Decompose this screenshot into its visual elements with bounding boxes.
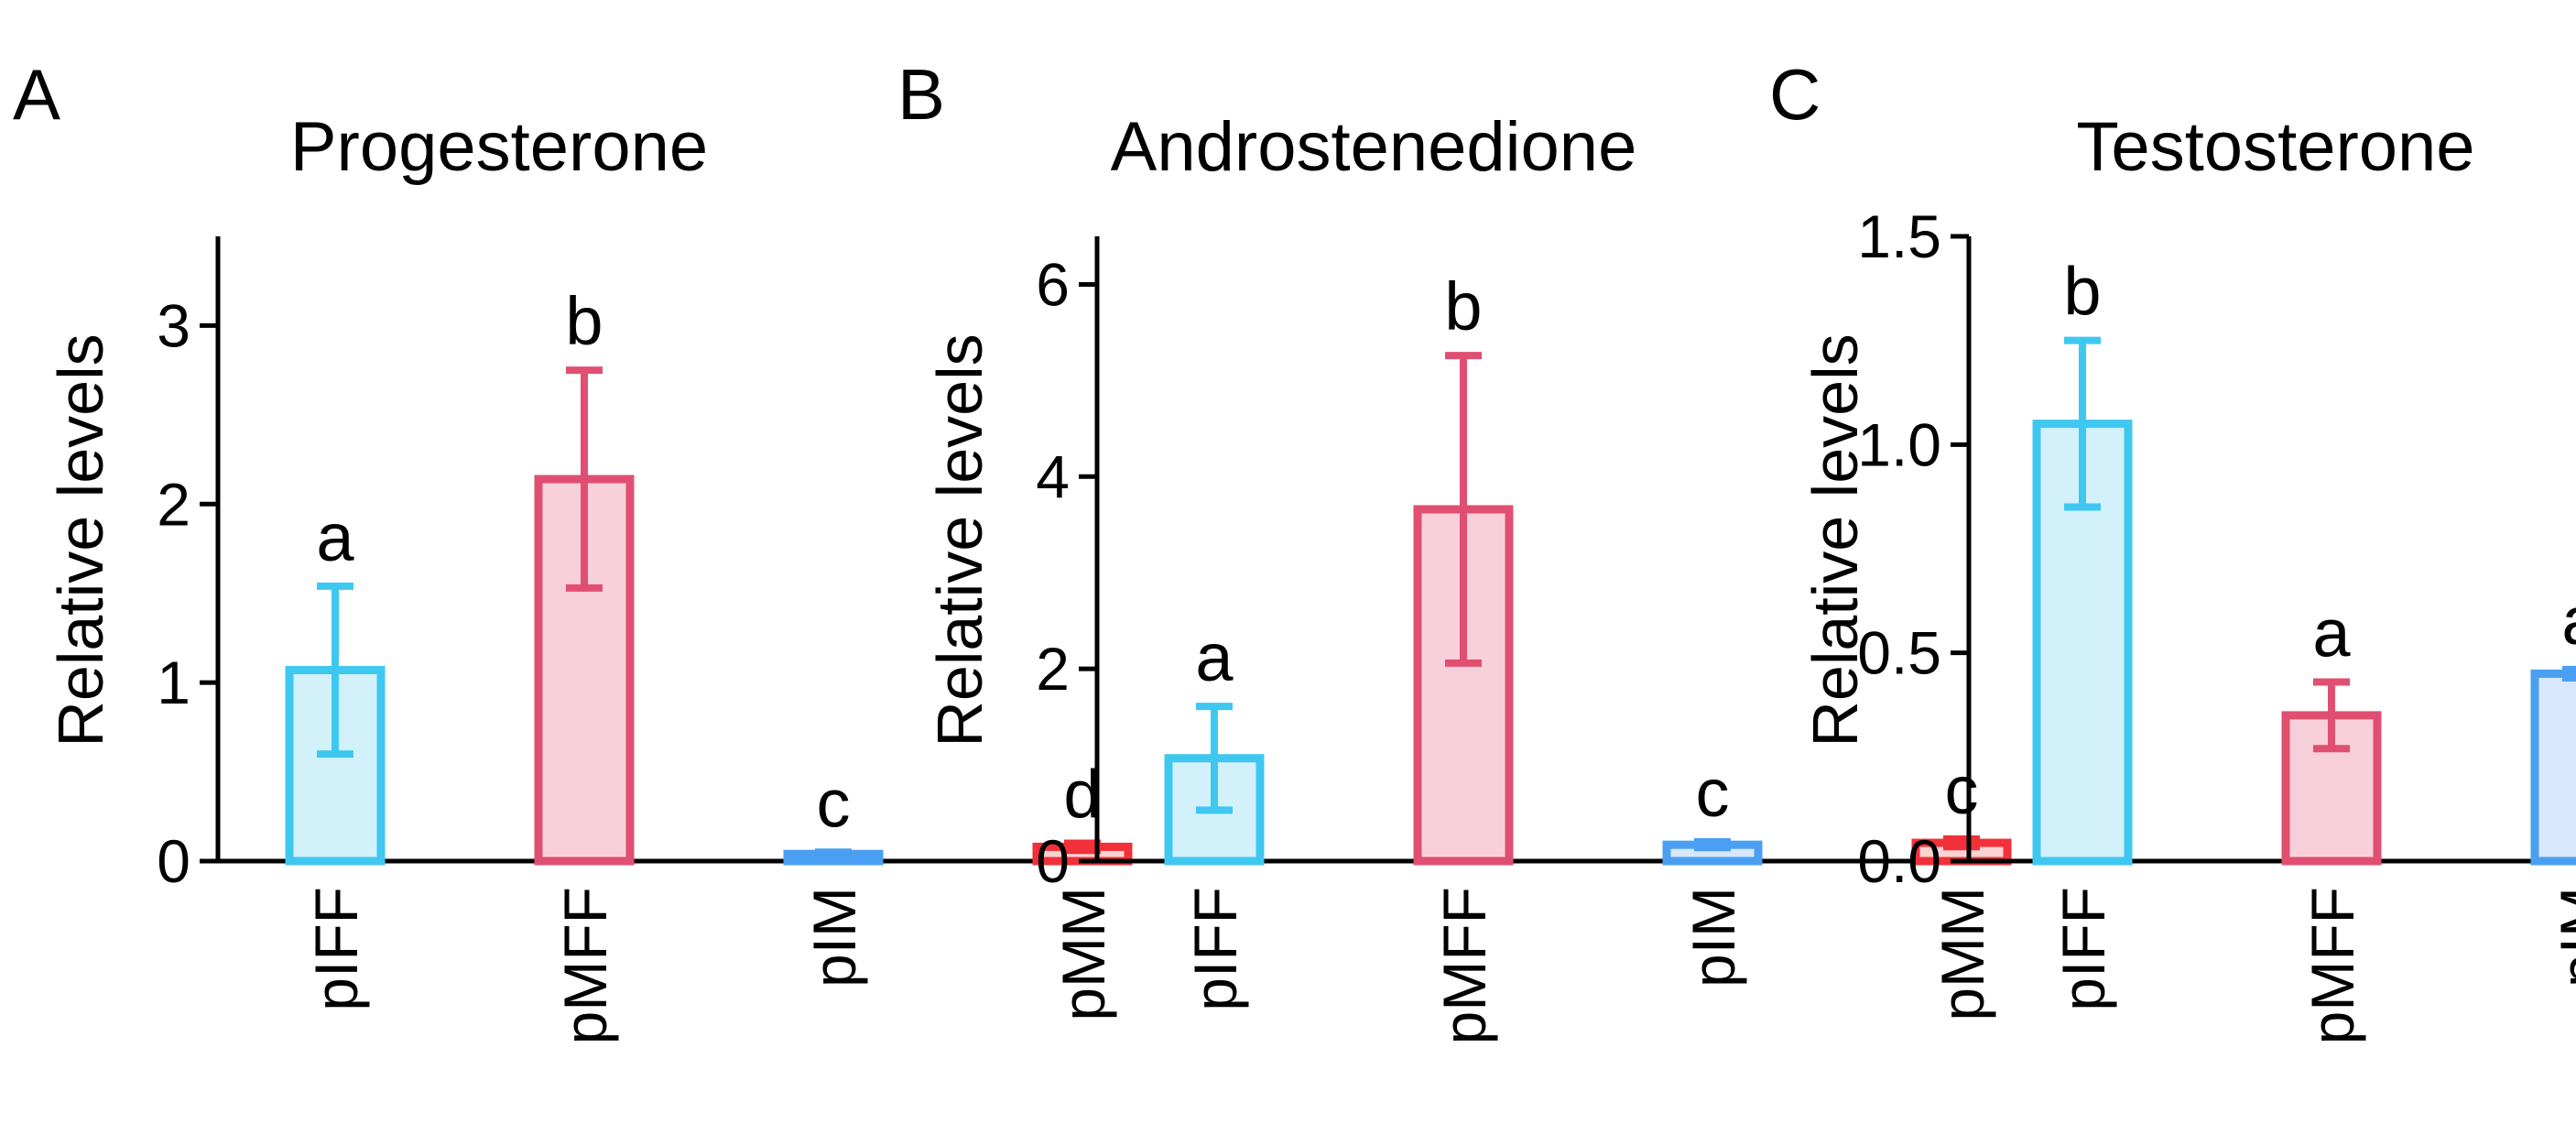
y-tick-label: 0.0 [1857,827,1941,895]
category-label: pIM [800,887,868,988]
panel-b: B Androstenedione Relative levels 0 2 4 6 a p… [897,54,2062,1044]
significance-label: a [2561,583,2576,659]
category-label: pIFF [1181,887,1249,1011]
category-label: pIM [1679,887,1747,988]
significance-label: a [2312,595,2351,671]
y-tick-label: 2 [1036,635,1070,703]
chart-title: Testosterone [2076,108,2474,186]
y-tick-label: 1.0 [1857,410,1941,478]
y-axis-label: Relative levels [45,333,116,747]
y-axis-label: Relative levels [924,333,995,747]
category-label: pIFF [302,887,370,1011]
y-tick-label: 0 [1036,827,1070,895]
significance-label: a [1195,619,1234,695]
bar [1413,505,1514,866]
significance-label: c [1945,752,1979,828]
significance-label: b [565,283,603,359]
significance-label: b [2063,254,2101,330]
category-label: pMFF [551,887,619,1044]
category-label: pIFF [2049,887,2117,1011]
panel-letter: A [13,54,60,135]
y-tick-label: 2 [157,470,190,538]
y-tick-label: 0.5 [1857,619,1941,687]
y-axis-label: Relative levels [1799,333,1871,747]
significance-label: b [1444,268,1482,344]
panel-letter: C [1769,54,1821,135]
category-label: pMFF [2299,887,2366,1044]
panel-letter: B [897,54,945,135]
y-tick-label: 4 [1036,442,1070,510]
y-tick-label: 1.5 [1857,202,1941,270]
y-tick-label: 6 [1036,250,1070,318]
chart-title: Progesterone [290,108,708,186]
bar [2530,669,2576,866]
chart-title: Androstenedione [1111,108,1637,186]
category-label: pMFF [1430,887,1498,1044]
panel-c: C Testosterone Relative levels 0.0 0.5 1.0… [1769,54,2576,1044]
category-label: pIM [2548,887,2576,988]
category-label: pMM [1049,887,1117,1021]
panel-a: A Progesterone Relative levels 0 1 2 3 a pIFF… [13,54,1183,1044]
category-label: pMM [1929,887,1996,1021]
y-tick-label: 3 [157,291,190,359]
significance-label: a [316,499,354,575]
significance-label: c [1696,755,1730,831]
y-tick-label: 0 [157,827,190,895]
y-tick-label: 1 [157,649,190,716]
significance-label: c [817,765,851,841]
